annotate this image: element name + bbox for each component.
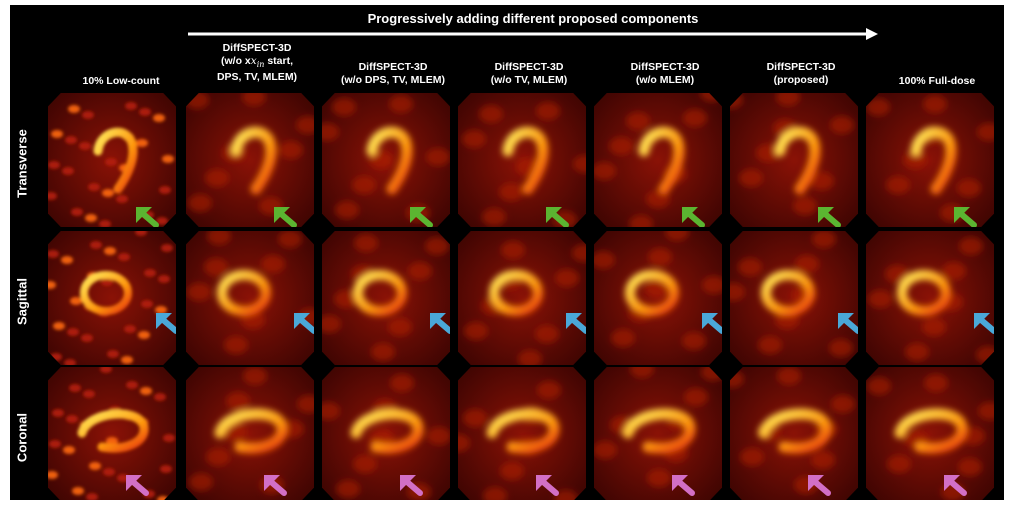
column-header-proposed: DiffSPECT-3D (proposed) [766,61,836,86]
image-coronal-nomlem [594,367,722,500]
image-sagittal-nodps [322,231,450,365]
arrow-icon [294,313,314,334]
image-sagittal-proposed [730,231,858,365]
arrow-icon [702,313,722,334]
column-header-low-count: 10% Low-count [82,75,160,87]
image-sagittal-low [48,231,176,365]
image-transverse-low [48,93,176,227]
figure-panel: Progressively adding different proposed … [10,5,1004,500]
banner-title: Progressively adding different proposed … [367,11,699,26]
image-transverse-nodps [322,93,450,227]
column-header-no-dps: DiffSPECT-3D (w/o DPS, TV, MLEM) [340,61,446,86]
image-sagittal-nostart [186,231,314,365]
arrow-icon [156,313,176,334]
column-header-full-dose: 100% Full-dose [898,75,976,87]
row-label-coronal: Coronal [14,412,30,463]
arrow-icon [682,207,705,227]
arrow-icon [546,207,569,227]
image-transverse-nostart [186,93,314,227]
image-transverse-proposed [730,93,858,227]
arrow-icon [126,475,149,496]
image-coronal-low [48,367,176,500]
arrow-icon [954,207,977,227]
image-coronal-full [866,367,994,500]
arrow-icon [672,475,695,496]
arrow-icon [400,475,423,496]
arrow-icon [808,475,831,496]
progression-banner: Progressively adding different proposed … [188,11,878,41]
column-header-no-tv: DiffSPECT-3D (w/o TV, MLEM) [490,61,568,86]
image-transverse-full [866,93,994,227]
arrow-icon [536,475,559,496]
arrow-icon [274,207,297,227]
image-sagittal-notv [458,231,586,365]
image-sagittal-full [866,231,994,365]
arrow-icon [838,313,858,334]
arrow-icon [944,475,967,496]
image-coronal-notv [458,367,586,500]
image-sagittal-nomlem [594,231,722,365]
image-coronal-nostart [186,367,314,500]
arrow-icon [566,313,586,334]
arrow-icon [974,313,994,334]
column-header-no-start: DiffSPECT-3D (w/o xxin start, DPS, TV, M… [216,42,298,84]
image-coronal-proposed [730,367,858,500]
image-coronal-nodps [322,367,450,500]
progression-arrow-icon [188,28,878,40]
image-transverse-notv [458,93,586,227]
column-header-no-mlem: DiffSPECT-3D (w/o MLEM) [630,61,700,86]
row-label-sagittal: Sagittal [14,278,30,325]
image-transverse-nomlem [594,93,722,227]
arrow-icon [410,207,433,227]
arrow-icon [818,207,841,227]
row-label-transverse: Transverse [14,129,30,198]
arrow-icon [264,475,287,496]
arrow-icon [430,313,450,334]
arrow-icon [136,207,159,227]
